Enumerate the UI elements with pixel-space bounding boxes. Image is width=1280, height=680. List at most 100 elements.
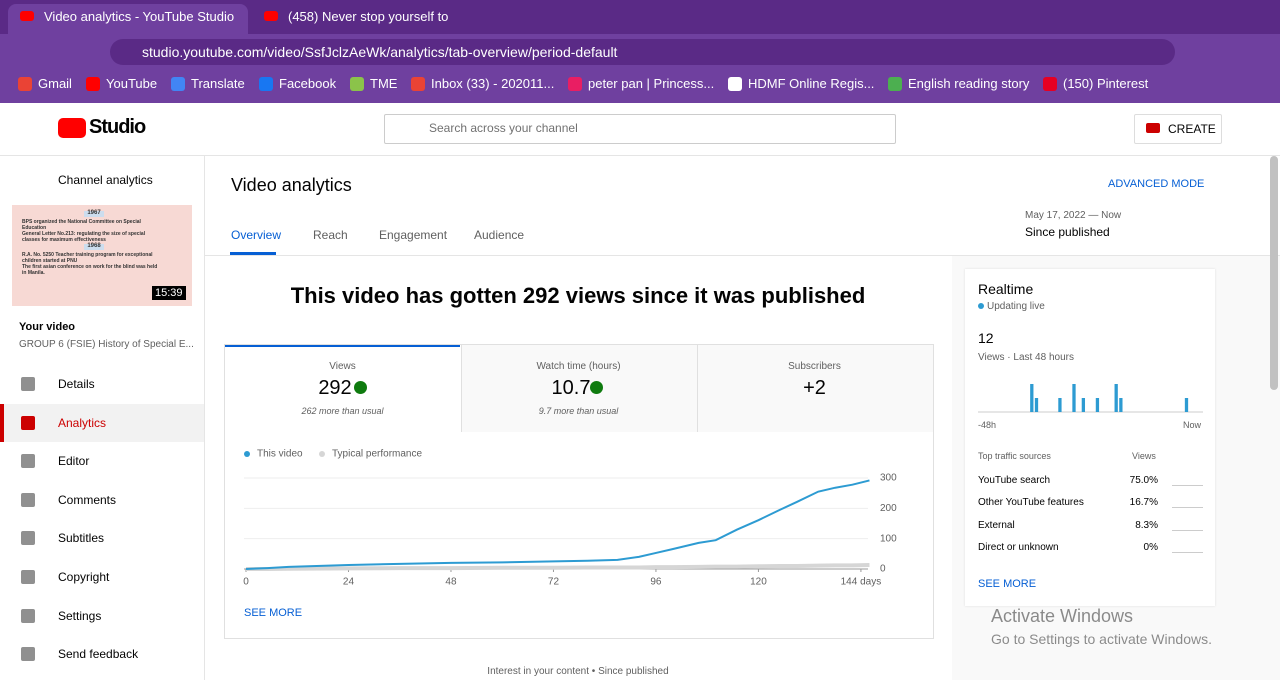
date-range: May 17, 2022 — Now: [1025, 210, 1122, 221]
nav-item[interactable]: Settings: [58, 608, 102, 623]
bookmark-icon: [171, 77, 185, 91]
nav-item[interactable]: Editor: [58, 454, 90, 469]
period[interactable]: Since published: [1025, 225, 1110, 239]
x-tick-label: 72: [548, 577, 560, 588]
bar: [1058, 398, 1062, 412]
legend-label: This video: [257, 449, 303, 460]
x-label: -48h: [978, 420, 997, 430]
watermark-title: Activate Windows: [991, 606, 1134, 626]
tab[interactable]: Engagement: [379, 228, 448, 242]
sparkline-base: [1172, 507, 1203, 509]
legend-dot: [244, 451, 250, 457]
nav-icon: [21, 492, 35, 507]
bar: [1034, 398, 1039, 412]
logo-icon: [58, 118, 86, 138]
nav-item[interactable]: Comments: [58, 492, 117, 507]
create-icon: [1146, 123, 1160, 133]
trend-icon: [590, 381, 603, 394]
overview-panel: [205, 255, 952, 680]
metric-card[interactable]: [225, 345, 460, 434]
nav-item[interactable]: Details: [58, 377, 95, 391]
nav-item[interactable]: Subtitles: [58, 531, 105, 546]
bookmark[interactable]: HDMF Online Regis...: [748, 76, 875, 91]
nav-icon: [21, 608, 35, 623]
nav-icon: [21, 531, 35, 546]
create-button[interactable]: [1134, 114, 1222, 144]
tab[interactable]: Reach: [313, 228, 348, 242]
thumb-text: 1967: [84, 210, 104, 217]
bookmark-icon: [568, 77, 582, 91]
x-tick-label: 96: [650, 577, 662, 588]
active-tab[interactable]: [8, 4, 248, 34]
thumb-text: R.A. No. 5250 Teacher training program f…: [22, 252, 153, 264]
trend-icon: [354, 381, 367, 394]
bookmark[interactable]: peter pan | Princess...: [588, 76, 715, 91]
omnibox[interactable]: [110, 39, 1175, 65]
address[interactable]: studio.youtube.com/video/SsfJclzAeWk/ana…: [142, 44, 618, 60]
y-tick-label: 300: [880, 473, 897, 484]
nav-item[interactable]: Send feedback: [58, 647, 139, 662]
studio-header: [0, 103, 1280, 156]
nav-item[interactable]: Copyright: [58, 570, 110, 584]
bookmark-icon: [259, 77, 273, 91]
nav-icon: [21, 454, 35, 469]
bar: [1072, 384, 1076, 412]
thumb-text: General Letter No.213: regulating the si…: [22, 231, 146, 243]
legend-label: Typical performance: [332, 449, 422, 460]
tab[interactable]: Audience: [474, 228, 525, 242]
metric-label: Views: [329, 361, 356, 372]
bookmark[interactable]: Facebook: [279, 76, 337, 91]
bookmark[interactable]: YouTube: [106, 76, 158, 91]
x-tick-label: 24: [343, 577, 355, 588]
metrics-card: [224, 344, 934, 639]
tab-title[interactable]: Video analytics - YouTube Studio: [44, 9, 235, 24]
video-title: GROUP 6 (FSIE) History of Special E...: [19, 339, 194, 350]
thumb-text: 1968: [84, 243, 104, 250]
x-tick-label: 144 days: [841, 577, 882, 588]
series-line: [245, 479, 870, 570]
bookmark-icon: [411, 77, 425, 91]
duration: 15:39: [152, 286, 186, 300]
y-tick-label: 100: [880, 533, 897, 544]
bookmark[interactable]: TME: [370, 76, 398, 91]
bar: [1119, 398, 1123, 412]
watermark-text: Go to Settings to activate Windows.: [991, 631, 1212, 647]
section-footer: Interest in your content • Since publish…: [487, 666, 669, 677]
create-label[interactable]: CREATE: [1168, 122, 1216, 136]
tab-favicon: [20, 11, 34, 21]
realtime-count: 12: [978, 330, 994, 346]
source-share: 75.0%: [1129, 475, 1158, 486]
bookmark[interactable]: (150) Pinterest: [1063, 76, 1149, 91]
bar: [1081, 398, 1086, 412]
source-share: 16.7%: [1129, 497, 1158, 509]
metric-label: Watch time (hours): [536, 361, 621, 372]
nav-item[interactable]: Analytics: [58, 415, 107, 430]
source-name: External: [978, 519, 1015, 531]
bookmark[interactable]: Gmail: [38, 76, 72, 91]
source-name: Other YouTube features: [978, 497, 1084, 509]
tab[interactable]: Overview: [231, 228, 282, 242]
tab-title[interactable]: (458) Never stop yourself to learn: [288, 9, 450, 24]
see-more[interactable]: SEE MORE: [978, 578, 1037, 590]
advanced-mode[interactable]: ADVANCED MODE: [1108, 178, 1205, 190]
x-tick-label: 120: [750, 577, 767, 588]
see-more[interactable]: SEE MORE: [244, 607, 303, 619]
search-box[interactable]: [384, 114, 896, 144]
metric-value: 292: [318, 377, 352, 399]
logo: Studio: [89, 116, 146, 138]
your-video: Your video: [19, 321, 76, 333]
y-tick-label: 200: [880, 503, 897, 514]
sparkline-base: [1172, 485, 1203, 486]
realtime-title: Realtime: [978, 281, 1034, 297]
realtime-period[interactable]: Views · Last 48 hours: [978, 352, 1074, 363]
metric-card[interactable]: [461, 345, 697, 432]
bookmark[interactable]: Translate: [191, 76, 245, 91]
bookmark[interactable]: English reading story: [908, 76, 1030, 91]
metric-card[interactable]: [697, 345, 933, 432]
bookmark[interactable]: Inbox (33) - 202011...: [431, 76, 555, 91]
thumb-text: The first asian conference on work for t…: [22, 264, 158, 276]
back-link[interactable]: Channel analytics: [58, 173, 153, 187]
source-share: 8.3%: [1135, 519, 1158, 531]
